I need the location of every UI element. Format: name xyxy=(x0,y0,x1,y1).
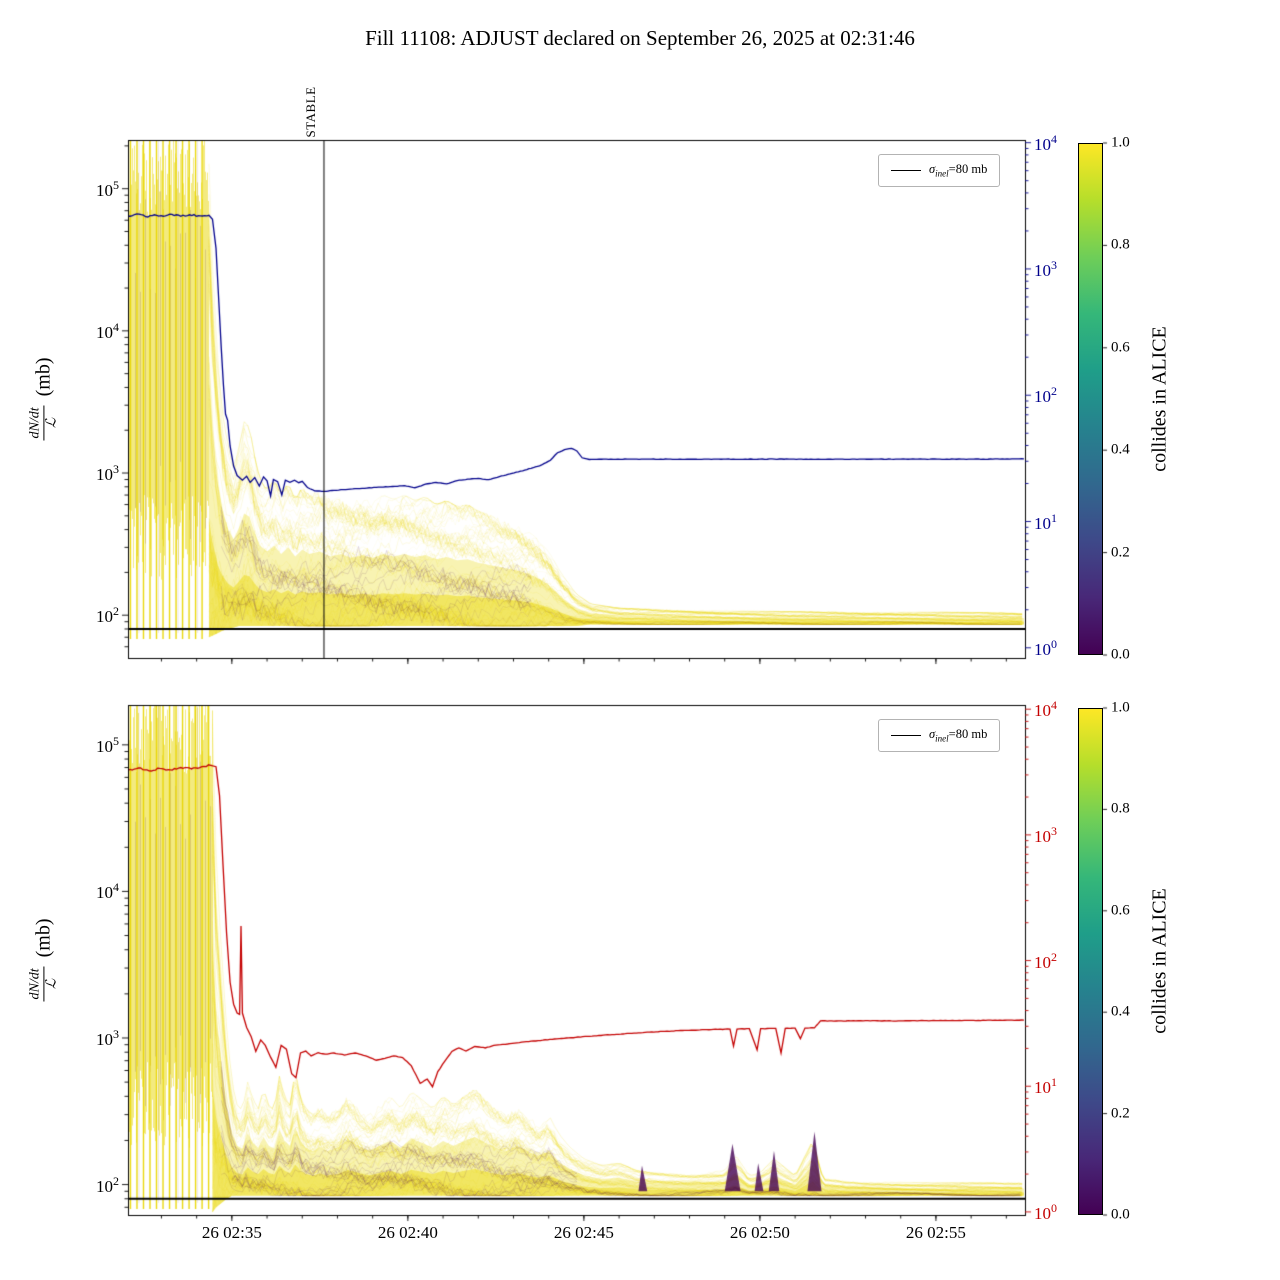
legend-line-swatch xyxy=(891,169,921,171)
legend-label: σinel=80 mb xyxy=(929,162,987,179)
x-tick-label: 26 02:40 xyxy=(377,1223,438,1242)
figure-title: Fill 11108: ADJUST declared on September… xyxy=(365,26,915,50)
x-tick-label: 26 02:35 xyxy=(201,1223,262,1242)
y-axis-denominator: ℒ xyxy=(44,978,60,989)
colorbar-tick-label: 0.6 xyxy=(1111,339,1130,356)
colorbar-label-bottom: collides in ALICE xyxy=(1148,888,1171,1034)
y-axis-unit: (mb) xyxy=(32,357,55,397)
colorbar-top xyxy=(1078,143,1103,655)
colorbar-tick-label: 0.6 xyxy=(1111,902,1130,919)
y-axis-numerator: dN/dt xyxy=(27,966,45,1002)
legend-bottom: σinel=80 mb xyxy=(878,719,1001,752)
x-tick-label: 26 02:45 xyxy=(553,1223,614,1242)
colorbar-tick-label: 0.2 xyxy=(1111,544,1130,561)
legend-label: σinel=80 mb xyxy=(929,727,987,744)
y-tick-label-left: 104 xyxy=(96,880,119,903)
y-axis-numerator: dN/dt xyxy=(27,405,45,441)
y-tick-label-left: 102 xyxy=(96,1173,119,1196)
colorbar-tick-label: 0.0 xyxy=(1111,646,1130,663)
y-tick-label-left: 104 xyxy=(96,320,119,342)
colorbar-tick-label: 1.0 xyxy=(1111,134,1130,151)
stable-beams-annotation: STABLE xyxy=(302,86,318,138)
sigma-symbol: σ xyxy=(929,727,936,741)
y-tick-label-right: 104 xyxy=(1034,698,1057,721)
colorbar-tick-label: 1.0 xyxy=(1111,699,1130,716)
y-axis-fraction: dN/dt ℒ xyxy=(27,405,60,441)
y-tick-label-left: 103 xyxy=(96,462,119,484)
y-tick-label-left: 102 xyxy=(96,604,119,627)
colorbar-tick-label: 0.4 xyxy=(1111,1003,1130,1020)
y-tick-label-right: 100 xyxy=(1034,636,1057,659)
x-tick-label: 26 02:55 xyxy=(905,1223,966,1242)
colorbar-tick-label: 0.0 xyxy=(1111,1206,1130,1223)
y-tick-label-right: 101 xyxy=(1034,1075,1057,1098)
y-axis-label-bottom: dN/dt ℒ (mb) xyxy=(27,918,60,1002)
y-axis-denominator: ℒ xyxy=(44,417,60,428)
y-tick-label-right: 100 xyxy=(1034,1201,1057,1223)
sigma-subscript: inel xyxy=(935,733,949,744)
x-tick-label: 26 02:50 xyxy=(729,1223,790,1242)
legend-value: =80 mb xyxy=(948,162,988,176)
y-tick-label-left: 105 xyxy=(96,177,119,200)
colorbar-tick-label: 0.8 xyxy=(1111,800,1130,817)
legend-value: =80 mb xyxy=(948,727,988,741)
y-tick-label-right: 101 xyxy=(1034,510,1057,533)
colorbar-bottom xyxy=(1078,708,1103,1215)
y-axis-unit: (mb) xyxy=(32,918,55,958)
y-tick-label-right: 102 xyxy=(1034,384,1057,407)
sigma-subscript: inel xyxy=(935,168,949,179)
y-axis-label-top: dN/dt ℒ (mb) xyxy=(27,357,60,441)
y-tick-label-right: 103 xyxy=(1034,258,1057,280)
y-tick-label-left: 103 xyxy=(96,1027,119,1049)
y-tick-label-right: 103 xyxy=(1034,824,1057,846)
legend-line-swatch xyxy=(891,734,921,736)
colorbar-tick-label: 0.4 xyxy=(1111,441,1130,458)
y-tick-label-left: 105 xyxy=(96,734,119,756)
legend-top: σinel=80 mb xyxy=(878,154,1001,187)
y-tick-label-right: 104 xyxy=(1034,131,1057,154)
colorbar-tick-label: 0.8 xyxy=(1111,236,1130,253)
sigma-symbol: σ xyxy=(929,162,936,176)
y-axis-fraction: dN/dt ℒ xyxy=(27,966,60,1002)
colorbar-tick-label: 0.2 xyxy=(1111,1105,1130,1122)
colorbar-label-top: collides in ALICE xyxy=(1148,326,1171,472)
y-tick-label-right: 102 xyxy=(1034,949,1057,972)
